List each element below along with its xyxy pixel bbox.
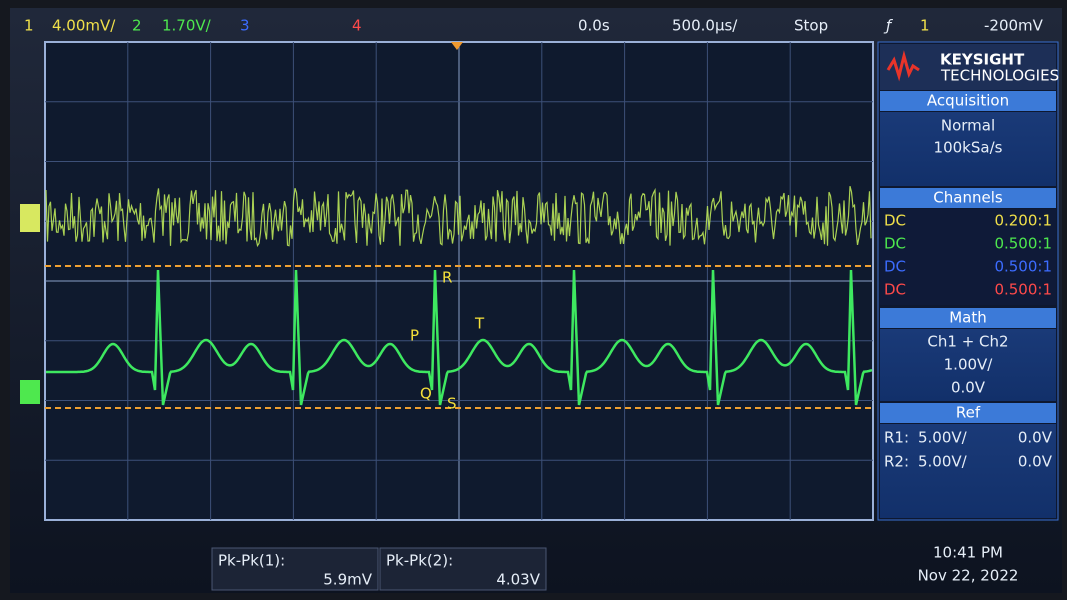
side-panel: KEYSIGHT TECHNOLOGIES Acquisition Normal… bbox=[877, 41, 1059, 521]
ref-offset: 0.0V bbox=[1018, 453, 1053, 471]
ch1-label[interactable]: 1 bbox=[24, 17, 34, 35]
measurement-value: 5.9mV bbox=[323, 571, 372, 589]
measurement-bar: Pk-Pk(1): 5.9mV Pk-Pk(2): 4.03V 10:41 PM… bbox=[211, 544, 1019, 591]
math-title: Math bbox=[949, 309, 987, 327]
measurement-box[interactable] bbox=[211, 547, 379, 591]
time-scale[interactable]: 500.0µs/ bbox=[672, 17, 738, 35]
measurement-box[interactable] bbox=[379, 547, 547, 591]
ch1-scale[interactable]: 4.00mV/ bbox=[52, 17, 116, 35]
ref-scale: 5.00V/ bbox=[918, 453, 968, 471]
channel-coupling: DC bbox=[884, 281, 906, 299]
section-header[interactable] bbox=[880, 188, 1056, 208]
section-body bbox=[880, 209, 1056, 305]
measurement-label: Pk-Pk(2): bbox=[386, 552, 453, 570]
channels-title: Channels bbox=[933, 189, 1003, 207]
time-offset[interactable]: 0.0s bbox=[578, 17, 610, 35]
section-header[interactable] bbox=[880, 308, 1056, 328]
ref-name: R2: bbox=[884, 453, 909, 471]
ref-scale: 5.00V/ bbox=[918, 429, 968, 447]
graticule bbox=[44, 41, 874, 521]
ch2-trace bbox=[46, 269, 873, 406]
section-body bbox=[880, 112, 1056, 186]
annotation: R bbox=[442, 269, 452, 287]
channel-coupling: DC bbox=[884, 212, 906, 230]
channel-probe: 0.500:1 bbox=[994, 258, 1052, 276]
section-body bbox=[880, 329, 1056, 401]
ref-offset: 0.0V bbox=[1018, 429, 1053, 447]
brand-logo bbox=[886, 50, 920, 82]
section-header[interactable] bbox=[880, 91, 1056, 111]
brand-subtitle: TECHNOLOGIES bbox=[940, 67, 1059, 85]
channel-probe: 0.200:1 bbox=[994, 212, 1052, 230]
ch1-trace bbox=[45, 185, 872, 248]
channel-probe: 0.500:1 bbox=[994, 235, 1052, 253]
ch3-label[interactable]: 3 bbox=[240, 17, 250, 35]
ch1-ground-marker bbox=[20, 204, 40, 232]
clock-time: 10:41 PM bbox=[933, 544, 1003, 562]
ch2-ground-marker bbox=[20, 380, 40, 404]
acquisition-mode[interactable]: Normal bbox=[941, 117, 995, 135]
run-state[interactable]: Stop bbox=[794, 17, 828, 35]
annotation: T bbox=[474, 315, 485, 333]
math-scale: 1.00V/ bbox=[944, 356, 994, 374]
ch2-label[interactable]: 2 bbox=[132, 17, 142, 35]
math-function[interactable]: Ch1 + Ch2 bbox=[927, 333, 1008, 351]
trigger-level[interactable]: -200mV bbox=[984, 17, 1044, 35]
math-offset: 0.0V bbox=[951, 379, 986, 397]
section-body bbox=[880, 424, 1056, 518]
ref-name: R1: bbox=[884, 429, 909, 447]
channel-probe: 0.500:1 bbox=[994, 281, 1052, 299]
annotation: Q bbox=[420, 385, 432, 403]
channel-coupling: DC bbox=[884, 258, 906, 276]
channel-coupling: DC bbox=[884, 235, 906, 253]
brand-name: KEYSIGHT bbox=[940, 51, 1025, 69]
trigger-position-marker bbox=[451, 42, 463, 50]
brand-box bbox=[880, 44, 1056, 90]
acquisition-title: Acquisition bbox=[927, 92, 1009, 110]
annotation: P bbox=[410, 327, 419, 345]
ch4-label[interactable]: 4 bbox=[352, 17, 362, 35]
section-header[interactable] bbox=[880, 403, 1056, 423]
trigger-source[interactable]: 1 bbox=[920, 17, 930, 35]
annotation: S bbox=[447, 395, 457, 413]
trigger-icon: ƒ bbox=[883, 17, 893, 35]
top-bar: 1 4.00mV/ 2 1.70V/ 3 4 0.0s 500.0µs/ Sto… bbox=[24, 17, 1044, 35]
sample-rate: 100kSa/s bbox=[934, 139, 1003, 157]
ref-title: Ref bbox=[956, 404, 981, 422]
clock-date: Nov 22, 2022 bbox=[918, 567, 1019, 585]
measurement-value: 4.03V bbox=[496, 571, 540, 589]
measurement-label: Pk-Pk(1): bbox=[218, 552, 285, 570]
ch2-scale[interactable]: 1.70V/ bbox=[162, 17, 212, 35]
